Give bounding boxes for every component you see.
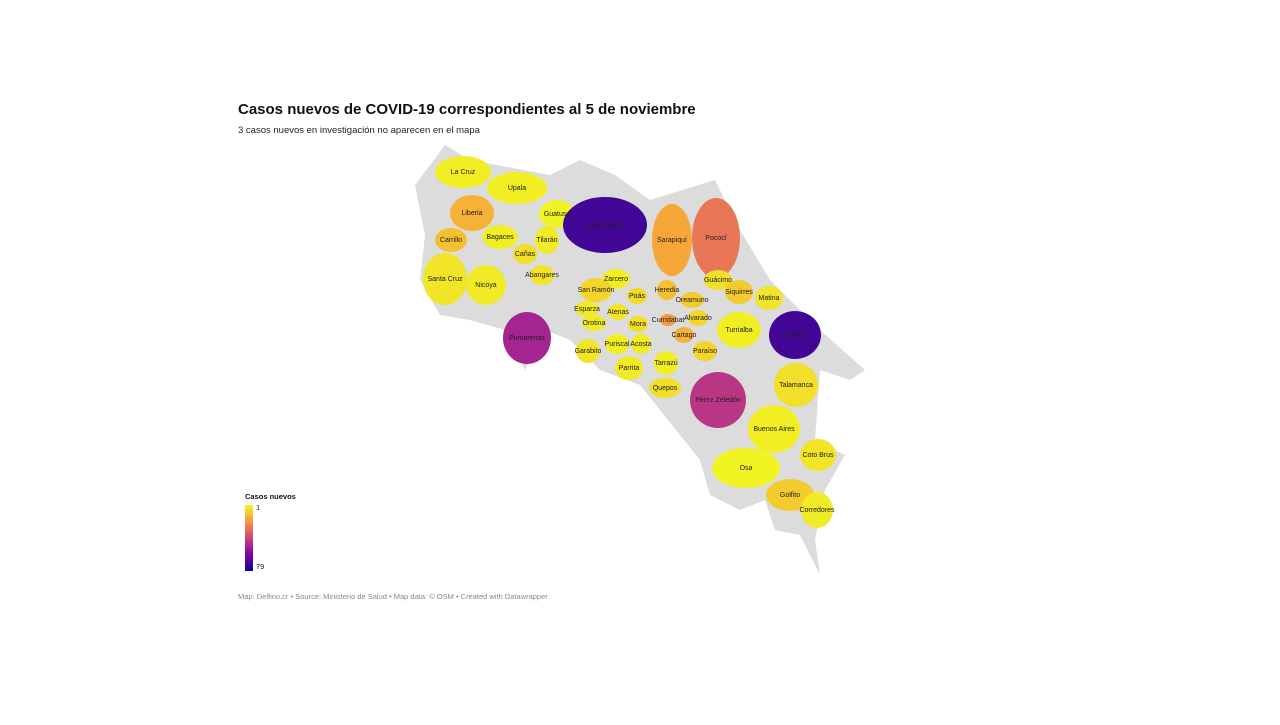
region <box>482 225 518 249</box>
region-label: Tarrazú <box>654 360 677 367</box>
region-label: Liberia <box>461 210 482 217</box>
region-label: Abangares <box>525 272 559 279</box>
legend-min: 1 <box>256 503 260 512</box>
legend-max: 79 <box>256 562 264 571</box>
region <box>692 198 740 278</box>
region-label: Zarcero <box>604 276 628 283</box>
region-label: San Carlos <box>588 222 623 229</box>
region-label: Mora <box>630 321 646 328</box>
region-label: Santa Cruz <box>427 276 463 283</box>
region-label: Orotina <box>583 320 606 327</box>
region-label: Siquirres <box>725 289 753 296</box>
region-label: Poás <box>629 293 645 300</box>
region <box>649 378 681 398</box>
region <box>627 288 647 304</box>
region <box>582 315 606 331</box>
region-label: Esparza <box>574 306 600 313</box>
region <box>605 334 629 354</box>
region <box>657 280 677 300</box>
region-label: Puriscal <box>605 341 630 348</box>
region <box>801 492 833 528</box>
region-label: San Ramón <box>578 287 615 294</box>
region <box>466 265 506 305</box>
region-label: La Cruz <box>451 169 476 176</box>
region-label: Parrita <box>619 365 640 372</box>
region-label: Corredores <box>799 507 835 514</box>
region-label: Alvarado <box>684 315 712 322</box>
region <box>535 226 559 254</box>
region <box>660 314 676 326</box>
region-label: Tilarán <box>536 237 557 244</box>
region-label: Matina <box>758 295 779 302</box>
subtitle: 3 casos nuevos en investigación no apare… <box>238 125 481 136</box>
region <box>608 304 628 320</box>
region <box>674 327 694 343</box>
region <box>652 204 692 276</box>
region-label: Talamanca <box>779 382 813 389</box>
region-label: Pococí <box>705 235 726 242</box>
region-label: Guatuso <box>544 211 571 218</box>
region <box>423 253 467 305</box>
region-label: Bagaces <box>486 234 514 241</box>
region-label: Atenas <box>607 309 629 316</box>
region-label: Coto Brus <box>802 452 834 459</box>
region <box>693 341 717 361</box>
region <box>769 311 821 359</box>
region <box>503 312 551 364</box>
region <box>435 156 491 188</box>
region-label: Paraíso <box>693 348 717 355</box>
region-label: Osa <box>740 465 753 472</box>
region <box>450 195 494 231</box>
region <box>717 312 761 348</box>
region <box>766 479 814 511</box>
title: Casos nuevos de COVID-19 correspondiente… <box>238 101 696 118</box>
region <box>628 316 648 332</box>
region <box>654 351 678 375</box>
region-label: Golfito <box>780 492 800 499</box>
region-label: Garabito <box>575 348 602 355</box>
region-label: Cañas <box>515 251 536 258</box>
region <box>576 339 600 363</box>
region-label: Acosta <box>630 341 652 348</box>
region-label: Guácimo <box>704 277 732 284</box>
region <box>530 265 554 285</box>
legend-gradient <box>245 505 253 571</box>
region <box>631 334 651 354</box>
region <box>800 439 836 471</box>
region-label: Heredia <box>655 287 680 294</box>
region-label: Upala <box>508 185 526 192</box>
region-label: Nicoya <box>475 282 497 289</box>
region <box>513 244 537 264</box>
region <box>680 292 704 308</box>
region <box>755 286 783 310</box>
region <box>725 280 753 304</box>
region-label: Cartago <box>672 332 697 339</box>
region <box>575 301 599 317</box>
region <box>748 405 800 453</box>
region-label: Turrialba <box>725 327 752 334</box>
region <box>704 270 732 290</box>
region-label: Oreamuno <box>675 297 708 304</box>
region-label: Quepos <box>653 385 678 392</box>
region-label: Limón <box>785 332 804 339</box>
region <box>563 197 647 253</box>
region-label: Sarapiquí <box>657 237 687 244</box>
region <box>487 172 547 204</box>
footer: Map: Delfino.cr • Source: Ministerio de … <box>238 592 548 601</box>
region-label: Buenos Aires <box>753 426 795 433</box>
region <box>688 310 708 326</box>
legend-title: Casos nuevos <box>245 492 296 501</box>
region-label: Carrillo <box>440 237 462 244</box>
region-label: Puntarenas <box>509 335 545 342</box>
region <box>712 448 780 488</box>
region-label: Curridabat <box>652 317 685 324</box>
region <box>774 363 818 407</box>
region <box>690 372 746 428</box>
region <box>615 356 643 380</box>
region <box>435 228 467 252</box>
region-label: Pérez Zeledón <box>695 397 741 404</box>
region <box>580 278 612 302</box>
